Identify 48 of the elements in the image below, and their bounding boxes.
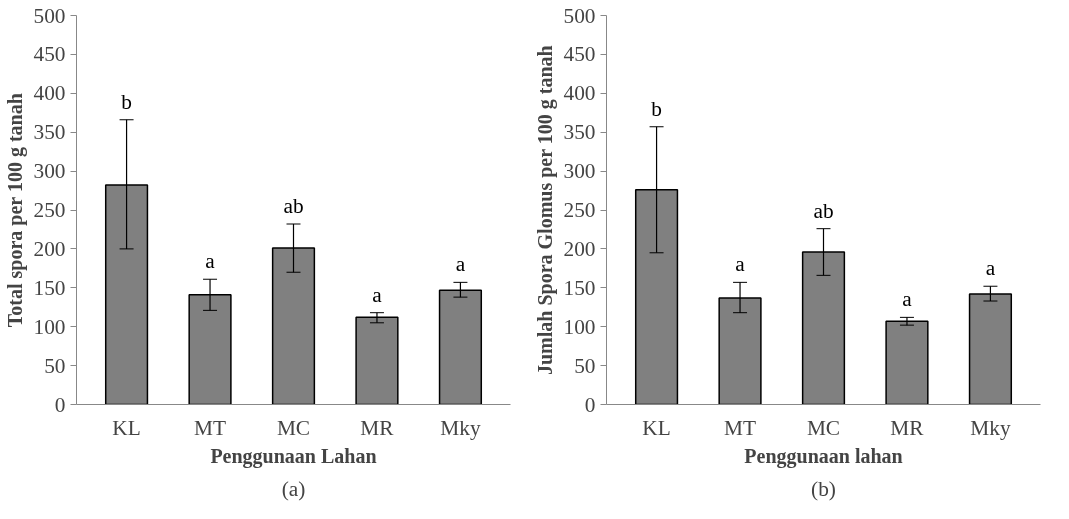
annotation: ab (813, 198, 834, 223)
y-tick-label: 400 (563, 81, 596, 106)
y-tick-label: 100 (563, 314, 596, 339)
annotation: b (651, 96, 662, 121)
x-tick-label: MC (806, 415, 841, 440)
annotation: a (985, 256, 996, 281)
y-tick-label: 450 (563, 42, 596, 67)
y-tick-label: 200 (33, 236, 66, 261)
y-tick-label: 300 (33, 159, 66, 184)
x-tick-label: KL (112, 415, 141, 440)
y-tick-label: 0 (54, 392, 66, 417)
x-tick-label: MT (194, 415, 227, 440)
text: (b) (811, 476, 836, 501)
annotation: a (902, 287, 913, 312)
x-tick-label: MC (276, 415, 311, 440)
x-tick-label: MR (890, 415, 925, 440)
x-tick-label: MR (360, 415, 395, 440)
annotation: a (455, 252, 466, 277)
y-tick-label: 150 (33, 275, 66, 300)
annotation: a (372, 282, 383, 307)
x-tick-label: KL (642, 415, 671, 440)
y-tick-label: 450 (33, 42, 66, 67)
annotation: ab (283, 194, 304, 218)
y-tick-label: 50 (44, 353, 66, 378)
x-axis-title: Penggunaan Lahan (210, 444, 377, 468)
y-tick-label: 500 (563, 3, 596, 28)
y-tick-label: 350 (563, 120, 596, 145)
y-tick-label: 250 (563, 198, 596, 222)
y-axis-title: Jumlah Spora Glomus per 100 g tanah (533, 45, 557, 376)
annotation: a (205, 249, 216, 274)
text: (a) (281, 476, 306, 501)
x-tick-label: Mky (970, 415, 1011, 440)
y-tick-label: 0 (584, 392, 596, 417)
x-tick-label: MT (724, 415, 757, 440)
annotation: a (735, 252, 746, 277)
y-tick-label: 200 (563, 236, 596, 261)
annotation: b (121, 89, 132, 114)
x-axis-title: Penggunaan lahan (744, 444, 903, 468)
y-tick-label: 400 (33, 81, 66, 106)
y-tick-label: 50 (574, 353, 596, 378)
y-tick-label: 300 (563, 159, 596, 184)
y-tick-label: 250 (33, 198, 66, 222)
y-tick-label: 350 (33, 120, 66, 145)
y-tick-label: 100 (33, 314, 66, 339)
y-tick-label: 150 (563, 275, 596, 300)
y-tick-label: 500 (33, 3, 66, 28)
y-axis-title: Total spora per 100 g tanah (3, 93, 27, 328)
x-tick-label: Mky (440, 415, 481, 440)
